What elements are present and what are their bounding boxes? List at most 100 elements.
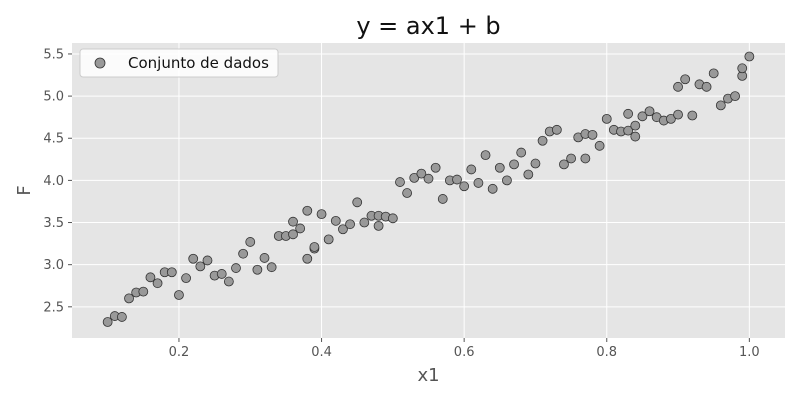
- data-point: [516, 147, 527, 158]
- data-point: [238, 248, 249, 259]
- data-point: [202, 255, 213, 266]
- data-point: [181, 273, 191, 284]
- x-tick-label: 0.4: [311, 345, 332, 360]
- data-point: [587, 129, 598, 140]
- data-point: [338, 224, 348, 235]
- data-point: [673, 109, 683, 120]
- data-point: [473, 178, 484, 188]
- data-point: [373, 220, 384, 231]
- data-point: [409, 172, 420, 183]
- y-tick-label: 5.0: [43, 90, 64, 105]
- data-point: [102, 317, 113, 327]
- data-point: [124, 293, 134, 304]
- data-point: [288, 229, 298, 240]
- data-point: [708, 68, 719, 79]
- x-tick-label: 1.0: [739, 345, 760, 360]
- data-point: [701, 81, 712, 92]
- legend-box: [79, 48, 279, 78]
- data-point: [387, 213, 398, 224]
- data-point: [423, 173, 434, 184]
- data-point: [195, 261, 206, 272]
- data-point: [537, 135, 548, 146]
- data-point: [459, 181, 470, 192]
- legend-marker: [94, 57, 106, 69]
- data-point: [744, 51, 755, 62]
- data-point: [466, 164, 477, 175]
- plot-area: [72, 43, 785, 338]
- chart-title: y = ax1 + b: [356, 12, 500, 40]
- data-point: [644, 106, 655, 117]
- data-point: [630, 131, 641, 142]
- data-point: [174, 290, 184, 300]
- data-point: [352, 197, 363, 208]
- data-point: [223, 276, 234, 287]
- y-axis-ticks: 2.5 3.0 3.5 4.0 4.5 5.0 5.5: [43, 47, 72, 315]
- y-axis-label: F: [14, 185, 35, 195]
- data-point: [580, 153, 591, 164]
- data-point: [630, 120, 641, 131]
- y-tick-label: 4.5: [43, 132, 64, 147]
- data-point: [138, 286, 149, 297]
- data-point: [117, 312, 127, 322]
- data-point: [494, 162, 505, 173]
- data-point: [737, 63, 748, 74]
- data-point: [551, 124, 562, 135]
- data-point: [188, 253, 199, 264]
- data-point: [231, 263, 241, 273]
- x-axis-label: x1: [417, 365, 439, 386]
- data-point: [666, 113, 676, 124]
- data-point: [452, 174, 462, 185]
- data-point: [252, 264, 263, 275]
- data-point: [530, 158, 541, 169]
- data-point: [715, 100, 726, 111]
- data-point: [309, 242, 320, 252]
- data-point: [502, 175, 512, 186]
- y-tick-label: 3.0: [43, 258, 64, 273]
- data-point: [245, 237, 256, 247]
- data-point: [687, 110, 698, 121]
- data-point: [637, 111, 648, 122]
- data-point: [416, 168, 427, 179]
- data-point: [430, 162, 441, 173]
- x-tick-label: 0.2: [169, 345, 190, 360]
- data-point: [316, 209, 327, 220]
- data-point: [673, 81, 683, 92]
- data-point: [509, 159, 519, 170]
- data-point: [323, 234, 334, 245]
- data-point: [302, 205, 313, 216]
- data-point: [402, 188, 413, 198]
- data-point: [395, 177, 405, 187]
- data-point: [166, 267, 177, 278]
- y-tick-label: 2.5: [43, 300, 64, 315]
- data-point: [359, 217, 370, 228]
- data-point: [266, 262, 277, 273]
- data-point: [559, 159, 569, 170]
- data-point: [145, 272, 156, 283]
- data-point: [152, 278, 163, 289]
- x-axis-ticks: 0.2 0.4 0.6 0.8 1.0: [169, 338, 760, 360]
- data-point: [680, 74, 691, 85]
- y-tick-label: 5.5: [43, 47, 64, 62]
- data-point: [730, 91, 740, 101]
- data-point: [259, 253, 270, 263]
- grid-lines: [72, 43, 785, 338]
- data-point: [566, 153, 576, 164]
- data-point: [487, 183, 498, 194]
- data-point: [345, 219, 355, 230]
- data-point: [295, 223, 306, 234]
- data-point: [480, 150, 491, 161]
- data-point: [623, 108, 634, 119]
- legend: Conjunto de dados: [79, 48, 279, 78]
- data-point: [594, 140, 605, 151]
- y-tick-label: 3.5: [43, 216, 64, 231]
- data-point: [216, 269, 227, 279]
- x-tick-label: 0.6: [454, 345, 475, 360]
- data-point: [623, 125, 634, 136]
- data-point: [330, 215, 341, 226]
- data-point: [601, 113, 612, 124]
- data-point: [288, 216, 298, 227]
- y-tick-label: 4.0: [43, 174, 64, 189]
- data-point: [437, 194, 448, 204]
- x-tick-label: 0.8: [596, 345, 617, 360]
